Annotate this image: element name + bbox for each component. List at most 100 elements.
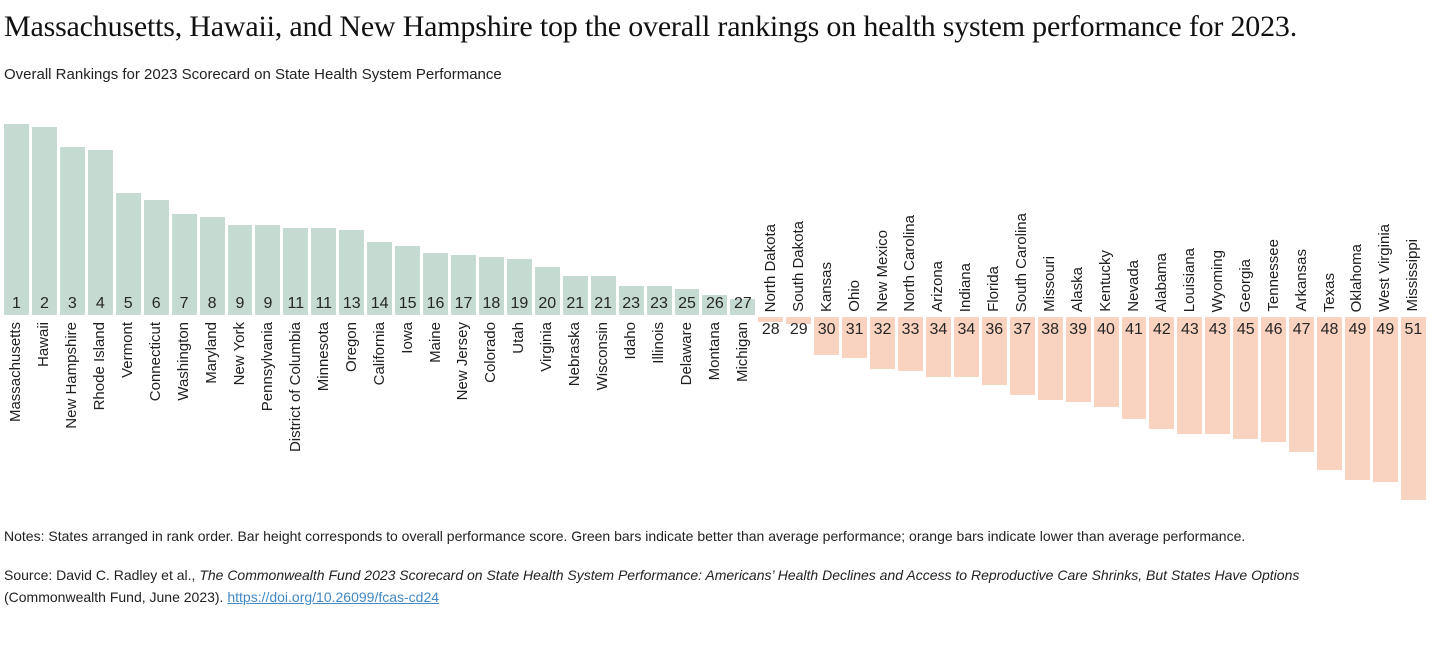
rank-label: 34	[929, 321, 948, 338]
chart-notes: Notes: States arranged in rank order. Ba…	[4, 528, 1246, 544]
state-column: 48 Texas	[1317, 116, 1342, 501]
below-average-bar	[1177, 317, 1203, 434]
above-average-bar	[646, 286, 672, 315]
state-column: 1 Massachusetts	[4, 116, 29, 501]
state-column: 34 Arizona	[925, 116, 951, 501]
state-column: 51 Mississippi	[1400, 116, 1426, 501]
below-average-bar	[953, 317, 979, 377]
state-label: Louisiana	[1180, 247, 1198, 312]
above-average-bar	[590, 276, 616, 315]
above-average-bar	[171, 214, 197, 315]
above-average-bar	[478, 257, 504, 315]
rank-label: 7	[179, 295, 189, 312]
below-average-bar	[870, 317, 895, 369]
state-label: Missouri	[1041, 256, 1059, 312]
rank-label: 27	[733, 295, 752, 312]
state-label: Oklahoma	[1348, 243, 1366, 312]
below-average-bar	[1317, 317, 1342, 470]
state-column: 25 Delaware	[674, 116, 700, 501]
below-average-bar	[1233, 317, 1259, 439]
state-column: 31 Ohio	[842, 116, 868, 501]
rank-label: 3	[67, 295, 77, 312]
state-label: Virginia	[538, 322, 556, 372]
rank-label: 38	[1041, 321, 1060, 338]
state-column: 34 Indiana	[953, 116, 979, 501]
state-label: Massachusetts	[7, 322, 25, 423]
state-label: Mississippi	[1404, 239, 1422, 312]
source-publisher: (Commonwealth Fund, June 2023).	[4, 589, 228, 605]
state-column: 26 Montana	[702, 116, 728, 501]
state-column: 13 Oregon	[339, 116, 365, 501]
rank-label: 41	[1125, 321, 1143, 338]
state-label: Colorado	[482, 322, 500, 383]
below-average-bar	[1121, 317, 1147, 419]
rank-label: 47	[1292, 321, 1311, 338]
state-label: Georgia	[1236, 258, 1254, 312]
state-column: 21 Wisconsin	[590, 116, 616, 501]
state-column: 8 Maryland	[199, 116, 225, 501]
rank-label: 23	[650, 295, 668, 312]
doi-link[interactable]: https://doi.org/10.26099/fcas-cd24	[227, 589, 440, 605]
state-column: 45 Georgia	[1233, 116, 1259, 501]
state-label: New Jersey	[454, 322, 472, 401]
state-column: 9 New York	[227, 116, 253, 501]
above-average-bar	[87, 150, 113, 315]
state-column: 28 North Dakota	[758, 116, 784, 501]
state-column: 39 Alaska	[1065, 116, 1091, 501]
rank-label: 4	[95, 295, 105, 312]
state-label: Delaware	[677, 322, 695, 386]
state-label: Washington	[175, 322, 193, 401]
state-column: 38 Missouri	[1037, 116, 1063, 501]
above-average-bar	[115, 193, 141, 315]
rank-label: 32	[873, 321, 892, 338]
state-label: Illinois	[650, 322, 668, 364]
rank-label: 18	[482, 295, 501, 312]
rank-label: 43	[1208, 321, 1227, 338]
state-label: California	[370, 322, 388, 386]
rank-label: 15	[398, 295, 417, 312]
below-average-bar	[981, 317, 1007, 385]
below-average-bar	[1149, 317, 1175, 429]
state-label: Wisconsin	[594, 322, 612, 391]
state-column: 14 California	[367, 116, 393, 501]
above-average-bar	[423, 253, 448, 315]
rank-label: 9	[263, 295, 273, 312]
state-label: Pennsylvania	[258, 322, 276, 412]
rank-label: 1	[12, 295, 21, 312]
state-column: 2 Hawaii	[31, 116, 57, 501]
rank-label: 6	[151, 295, 161, 312]
above-average-bar	[674, 289, 700, 315]
above-average-bar	[31, 127, 57, 315]
rank-label: 19	[510, 295, 529, 312]
state-column: 6 Connecticut	[143, 116, 169, 501]
rank-label: 23	[622, 295, 640, 312]
rank-label: 49	[1348, 321, 1367, 338]
state-label: Minnesota	[314, 322, 332, 392]
state-label: Arkansas	[1292, 249, 1310, 312]
state-label: Vermont	[119, 322, 137, 378]
state-column: 41 Nevada	[1121, 116, 1147, 501]
state-column: 27 Michigan	[730, 116, 756, 501]
state-label: Florida	[985, 266, 1003, 312]
above-average-bar	[395, 246, 421, 315]
state-column: 43 Wyoming	[1205, 116, 1231, 501]
chart-source: Source: David C. Radley et al., The Comm…	[4, 564, 1344, 608]
state-label: West Virginia	[1376, 224, 1394, 312]
state-label: Maine	[426, 322, 444, 363]
below-average-bar	[1372, 317, 1398, 482]
below-average-bar	[1065, 317, 1091, 402]
above-average-bar	[255, 225, 281, 315]
rank-label: 14	[370, 295, 389, 312]
state-label: South Carolina	[1013, 212, 1031, 312]
state-label: Wyoming	[1208, 249, 1226, 312]
chart-title: Massachusetts, Hawaii, and New Hampshire…	[4, 10, 1298, 43]
state-label: District of Columbia	[286, 322, 304, 453]
above-average-bar	[227, 225, 253, 315]
below-average-bar	[925, 317, 951, 377]
state-label: Iowa	[398, 322, 416, 354]
state-column: 37 South Carolina	[1009, 116, 1035, 501]
rank-label: 48	[1320, 321, 1339, 338]
state-label: Montana	[705, 322, 723, 381]
state-label: South Dakota	[789, 221, 807, 312]
state-column: 33 North Carolina	[898, 116, 923, 501]
